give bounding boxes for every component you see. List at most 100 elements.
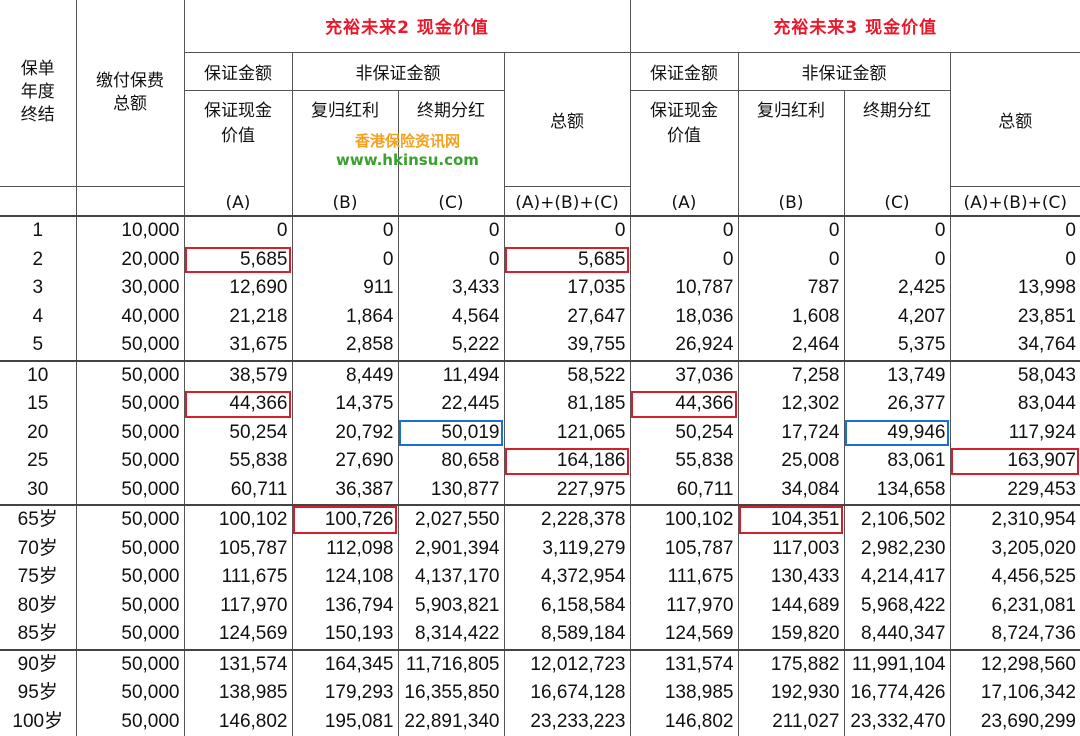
value-cell: 44,366 bbox=[183, 390, 293, 419]
value-cell: 60,711 bbox=[629, 475, 739, 505]
value-cell: 40,000 bbox=[75, 302, 185, 331]
terminal-dividend-header: 终期分红 bbox=[397, 89, 505, 186]
table-row: 10 50,000 38,579 8,449 11,494 58,522 37,036 7,2… bbox=[0, 359, 1080, 390]
value-cell: 4,372,954 bbox=[503, 563, 631, 592]
policy-year-header: 保单 年度 终结 bbox=[0, 0, 77, 187]
value-cell: 211,027 bbox=[737, 707, 845, 736]
col-c-label: (C) bbox=[397, 186, 505, 217]
value-cell: 3,205,020 bbox=[949, 534, 1080, 563]
value-cell: 100,102 bbox=[183, 504, 293, 535]
value-cell: 0 bbox=[949, 215, 1080, 246]
value-cell: 117,003 bbox=[737, 534, 845, 563]
table-row: 4 40,000 21,218 1,864 4,564 27,647 18,036 1,608… bbox=[0, 302, 1080, 331]
value-cell: 83,061 bbox=[843, 447, 951, 476]
policy-year-cell: 65岁 bbox=[0, 504, 77, 535]
value-cell: 1,864 bbox=[291, 302, 399, 331]
value-cell: 14,375 bbox=[291, 390, 399, 419]
non-guaranteed-amount-header-3: 非保证金额 bbox=[737, 51, 951, 91]
value-cell: 50,000 bbox=[75, 504, 185, 535]
value-cell: 5,968,422 bbox=[843, 591, 951, 620]
value-cell: 50,000 bbox=[75, 475, 185, 505]
value-cell: 111,675 bbox=[183, 563, 293, 592]
watermark-url: www.hkinsu.com bbox=[336, 151, 479, 169]
value-cell: 2,901,394 bbox=[397, 534, 505, 563]
policy-year-cell: 80岁 bbox=[0, 591, 77, 620]
guaranteed-cash-value-header: 保证现金 价值 bbox=[183, 89, 293, 186]
value-cell: 27,690 bbox=[291, 447, 399, 476]
value-cell: 195,081 bbox=[291, 707, 399, 736]
value-cell: 0 bbox=[629, 245, 739, 274]
value-cell: 0 bbox=[291, 215, 399, 246]
value-cell: 131,574 bbox=[629, 648, 739, 679]
col-c-label-3: (C) bbox=[843, 186, 951, 217]
value-cell: 50,000 bbox=[75, 534, 185, 563]
value-cell: 21,218 bbox=[183, 302, 293, 331]
value-cell: 50,000 bbox=[75, 620, 185, 650]
value-cell: 34,084 bbox=[737, 475, 845, 505]
value-cell: 22,891,340 bbox=[397, 707, 505, 736]
value-cell: 105,787 bbox=[183, 534, 293, 563]
policy-year-cell: 10 bbox=[0, 359, 77, 390]
value-cell: 60,711 bbox=[183, 475, 293, 505]
value-cell: 5,222 bbox=[397, 331, 505, 361]
value-cell: 11,494 bbox=[397, 359, 505, 390]
value-cell: 20,000 bbox=[75, 245, 185, 274]
value-cell: 50,000 bbox=[75, 390, 185, 419]
premium-total-header: 缴付保费 总额 bbox=[75, 0, 185, 187]
value-cell: 104,351 bbox=[737, 504, 845, 535]
value-cell: 117,970 bbox=[629, 591, 739, 620]
value-cell: 30,000 bbox=[75, 274, 185, 303]
value-cell: 0 bbox=[949, 245, 1080, 274]
value-cell: 111,675 bbox=[629, 563, 739, 592]
policy-year-cell: 2 bbox=[0, 245, 77, 274]
table-row: 25 50,000 55,838 27,690 80,658 164,186 55,838 2… bbox=[0, 447, 1080, 476]
value-cell: 117,970 bbox=[183, 591, 293, 620]
total-header-3: 总额 bbox=[949, 51, 1080, 187]
table-row: 90岁 50,000 131,574 164,345 11,716,805 12,012,… bbox=[0, 648, 1080, 679]
value-cell: 50,000 bbox=[75, 331, 185, 361]
value-cell: 50,000 bbox=[75, 418, 185, 447]
value-cell: 2,228,378 bbox=[503, 504, 631, 535]
value-cell: 159,820 bbox=[737, 620, 845, 650]
table-row: 30 50,000 60,711 36,387 130,877 227,975 60,711… bbox=[0, 475, 1080, 505]
value-cell: 0 bbox=[737, 245, 845, 274]
plan2-title: 充裕未来2 现金价值 bbox=[183, 0, 631, 53]
value-cell: 8,314,422 bbox=[397, 620, 505, 650]
value-cell: 83,044 bbox=[949, 390, 1080, 419]
value-cell: 2,106,502 bbox=[843, 504, 951, 535]
value-cell: 0 bbox=[843, 215, 951, 246]
policy-year-cell: 4 bbox=[0, 302, 77, 331]
policy-year-cell: 3 bbox=[0, 274, 77, 303]
table-row: 65岁 50,000 100,102 100,726 2,027,550 2,228,37… bbox=[0, 504, 1080, 535]
value-cell: 44,366 bbox=[629, 390, 739, 419]
value-cell: 0 bbox=[843, 245, 951, 274]
col-a-label: (A) bbox=[183, 186, 293, 217]
guaranteed-amount-header-3: 保证金额 bbox=[629, 51, 739, 91]
value-cell: 124,108 bbox=[291, 563, 399, 592]
value-cell: 5,375 bbox=[843, 331, 951, 361]
value-cell: 6,231,081 bbox=[949, 591, 1080, 620]
value-cell: 4,456,525 bbox=[949, 563, 1080, 592]
value-cell: 10,000 bbox=[75, 215, 185, 246]
value-cell: 7,258 bbox=[737, 359, 845, 390]
value-cell: 121,065 bbox=[503, 418, 631, 447]
value-cell: 130,877 bbox=[397, 475, 505, 505]
value-cell: 2,310,954 bbox=[949, 504, 1080, 535]
value-cell: 50,000 bbox=[75, 447, 185, 476]
value-cell: 23,690,299 bbox=[949, 707, 1080, 736]
table-row: 80岁 50,000 117,970 136,794 5,903,821 6,158,58… bbox=[0, 591, 1080, 620]
table-row: 3 30,000 12,690 911 3,433 17,035 10,787 787 2,42… bbox=[0, 274, 1080, 303]
value-cell: 12,012,723 bbox=[503, 648, 631, 679]
value-cell: 100,726 bbox=[291, 504, 399, 535]
value-cell: 4,564 bbox=[397, 302, 505, 331]
value-cell: 2,982,230 bbox=[843, 534, 951, 563]
col-b-label: (B) bbox=[291, 186, 399, 217]
value-cell: 11,991,104 bbox=[843, 648, 951, 679]
value-cell: 25,008 bbox=[737, 447, 845, 476]
value-cell: 50,000 bbox=[75, 591, 185, 620]
value-cell: 80,658 bbox=[397, 447, 505, 476]
value-cell: 0 bbox=[629, 215, 739, 246]
value-cell: 8,440,347 bbox=[843, 620, 951, 650]
value-cell: 38,579 bbox=[183, 359, 293, 390]
value-cell: 13,749 bbox=[843, 359, 951, 390]
